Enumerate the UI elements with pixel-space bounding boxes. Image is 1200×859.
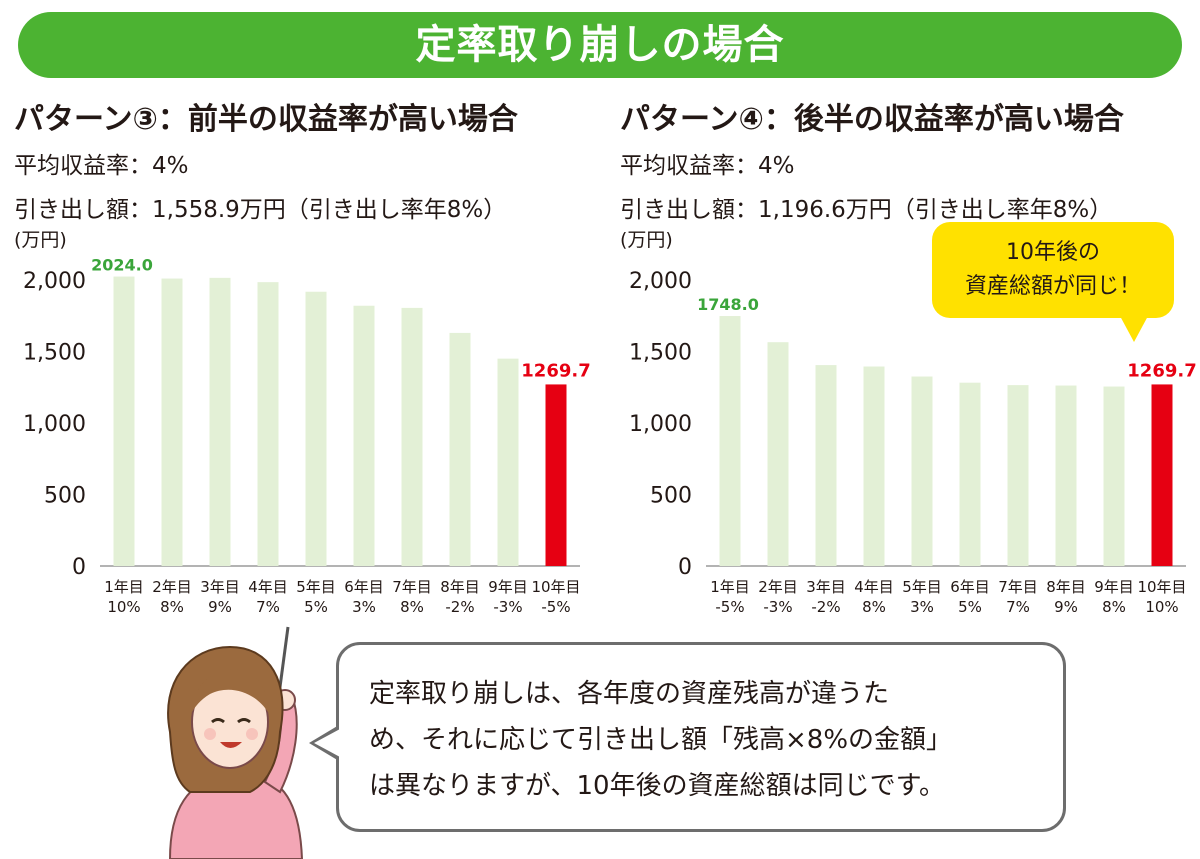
bar <box>161 278 183 566</box>
x-tick-label: 1年目 <box>710 578 750 596</box>
bar <box>305 291 327 566</box>
x-tick-label: 6年目 <box>344 578 384 596</box>
x-tick-label: 8年目 <box>1046 578 1086 596</box>
x-tick-return: 8% <box>160 598 184 616</box>
x-tick-return: -2% <box>445 598 474 616</box>
x-tick-label: 9年目 <box>488 578 528 596</box>
x-tick-label: 7年目 <box>998 578 1038 596</box>
bar-chart-pattern-4: (万円) 0 500 1,000 1,500 2,000 1年目 -5% 2年目 -3% 3年目 -2… <box>620 229 1197 616</box>
panel-title: パターン④：後半の収益率が高い場合 <box>620 102 1124 137</box>
x-tick-label: 8年目 <box>440 578 480 596</box>
data-label-first: 2024.0 <box>91 256 153 275</box>
banner-title: 定率取り崩しの場合 <box>415 22 785 68</box>
data-label-last: 1269.7 <box>1127 360 1196 381</box>
bar <box>1055 385 1077 566</box>
callout-line-2: 資産総額が同じ！ <box>964 274 1141 299</box>
bar-chart-pattern-3: (万円) 0 500 1,000 1,500 2,000 1年目 10% 2年目 8% 3年目 9% 4… <box>14 229 591 616</box>
y-tick-label: 0 <box>678 555 692 580</box>
y-axis-unit: (万円) <box>14 229 67 251</box>
bar <box>1151 384 1173 566</box>
callout-bubble: 10年後の 資産総額が同じ！ <box>932 222 1174 318</box>
bar <box>1103 386 1125 566</box>
x-tick-return: 3% <box>352 598 376 616</box>
x-tick-return: 8% <box>1102 598 1126 616</box>
x-tick-label: 3年目 <box>806 578 846 596</box>
speech-line-3: は異なりますが、10年後の資産総額は同じです。 <box>369 771 945 801</box>
pattern-4-panel: パターン④：後半の収益率が高い場合 平均収益率：4% 引き出し額：1,196.6… <box>620 94 1200 634</box>
bar <box>1007 385 1029 566</box>
bar <box>719 316 741 566</box>
withdrawal-amount: 引き出し額：1,196.6万円（引き出し率年8%） <box>620 197 1113 223</box>
data-label-first: 1748.0 <box>697 295 759 314</box>
x-tick-return: 5% <box>958 598 982 616</box>
panel-title: パターン③：前半の収益率が高い場合 <box>14 102 518 137</box>
x-tick-label: 2年目 <box>758 578 798 596</box>
average-return: 平均収益率：4% <box>620 153 795 179</box>
x-tick-label: 5年目 <box>296 578 336 596</box>
bar <box>767 342 789 566</box>
x-tick-return: 5% <box>304 598 328 616</box>
bar <box>257 282 279 566</box>
x-tick-label: 3年目 <box>200 578 240 596</box>
x-tick-return: -5% <box>715 598 744 616</box>
x-tick-label: 4年目 <box>248 578 288 596</box>
y-tick-label: 1,000 <box>23 412 86 437</box>
x-tick-return: 8% <box>400 598 424 616</box>
x-tick-label: 9年目 <box>1094 578 1134 596</box>
x-tick-label: 7年目 <box>392 578 432 596</box>
x-tick-return: 10% <box>107 598 140 616</box>
callout-tail <box>1120 316 1148 342</box>
x-tick-return: -2% <box>811 598 840 616</box>
x-tick-label: 1年目 <box>104 578 144 596</box>
x-tick-return: 9% <box>208 598 232 616</box>
y-tick-label: 2,000 <box>629 269 692 294</box>
bar <box>911 376 933 566</box>
bar <box>863 366 885 566</box>
average-return: 平均収益率：4% <box>14 153 189 179</box>
x-tick-return: 10% <box>1145 598 1178 616</box>
x-tick-return: 8% <box>862 598 886 616</box>
speech-bubble: 定率取り崩しは、各年度の資産残高が違うた め、それに応じて引き出し額「残高×8%… <box>309 642 1066 832</box>
pattern-3-panel: パターン③：前半の収益率が高い場合 平均収益率：4% 引き出し額：1,558.9… <box>14 94 594 634</box>
x-tick-return: -3% <box>763 598 792 616</box>
x-tick-return: 3% <box>910 598 934 616</box>
bar <box>113 276 135 566</box>
speech-tail-fill <box>314 729 340 757</box>
callout-line-1: 10年後の <box>1006 240 1100 265</box>
y-tick-label: 500 <box>650 484 692 509</box>
y-tick-label: 1,500 <box>629 341 692 366</box>
x-tick-return: 7% <box>1006 598 1030 616</box>
y-axis-unit: (万円) <box>620 229 673 251</box>
y-tick-label: 2,000 <box>23 269 86 294</box>
x-tick-return: -3% <box>493 598 522 616</box>
speech-text: 定率取り崩しは、各年度の資産残高が違うた め、それに応じて引き出し額「残高×8%… <box>369 671 1049 809</box>
x-tick-return: 9% <box>1054 598 1078 616</box>
bar <box>209 277 231 566</box>
x-tick-label: 4年目 <box>854 578 894 596</box>
y-tick-label: 1,500 <box>23 341 86 366</box>
bar <box>497 358 519 566</box>
bar <box>401 307 423 566</box>
y-tick-label: 0 <box>72 555 86 580</box>
woman-illustration <box>167 626 304 859</box>
x-tick-return: -5% <box>541 598 570 616</box>
x-tick-label: 2年目 <box>152 578 192 596</box>
y-tick-label: 500 <box>44 484 86 509</box>
withdrawal-amount: 引き出し額：1,558.9万円（引き出し率年8%） <box>14 197 507 223</box>
y-tick-label: 1,000 <box>629 412 692 437</box>
bar <box>353 305 375 566</box>
x-tick-return: 7% <box>256 598 280 616</box>
x-tick-label: 10年目 <box>1137 578 1186 596</box>
data-label-last: 1269.7 <box>521 360 590 381</box>
bar <box>545 384 567 566</box>
x-tick-label: 6年目 <box>950 578 990 596</box>
bar <box>959 382 981 566</box>
bar <box>815 365 837 566</box>
speech-line-2: め、それに応じて引き出し額「残高×8%の金額」 <box>369 725 953 755</box>
x-tick-label: 5年目 <box>902 578 942 596</box>
speech-line-1: 定率取り崩しは、各年度の資産残高が違うた <box>369 679 890 709</box>
bar <box>449 332 471 566</box>
section-banner: 定率取り崩しの場合 <box>18 12 1182 78</box>
x-tick-label: 10年目 <box>531 578 580 596</box>
